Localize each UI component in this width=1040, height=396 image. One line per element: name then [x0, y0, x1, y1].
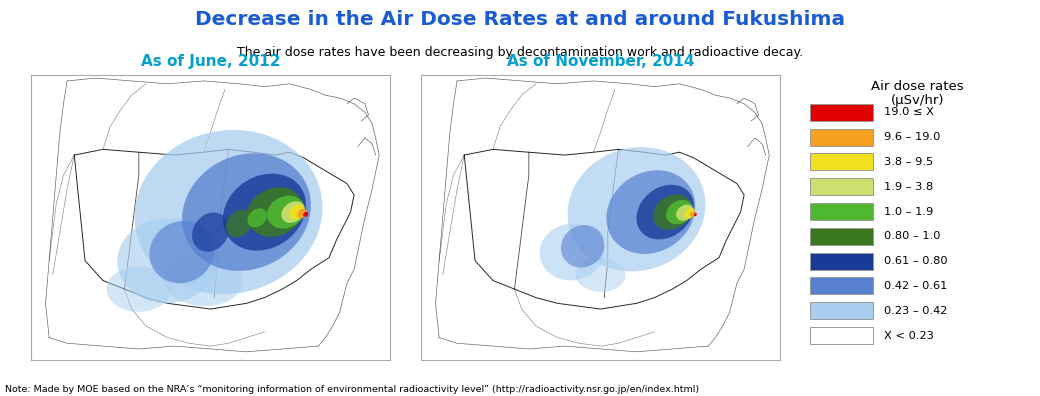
Ellipse shape — [694, 213, 697, 216]
Text: 0.23 – 0.42: 0.23 – 0.42 — [884, 306, 947, 316]
Ellipse shape — [540, 224, 604, 280]
Text: 0.61 – 0.80: 0.61 – 0.80 — [884, 256, 947, 266]
Text: 3.8 – 9.5: 3.8 – 9.5 — [884, 157, 934, 167]
Text: The air dose rates have been decreasing by decontamination work and radioactive : The air dose rates have been decreasing … — [237, 46, 803, 59]
Ellipse shape — [118, 218, 218, 303]
Ellipse shape — [267, 196, 305, 228]
Ellipse shape — [164, 255, 243, 306]
Text: As of June, 2012: As of June, 2012 — [140, 54, 281, 69]
Ellipse shape — [248, 208, 267, 227]
Text: 0.80 – 1.0: 0.80 – 1.0 — [884, 231, 941, 241]
Ellipse shape — [575, 258, 626, 292]
Bar — [810, 277, 874, 295]
Ellipse shape — [246, 187, 304, 237]
Text: 0.42 – 0.61: 0.42 – 0.61 — [884, 281, 947, 291]
Ellipse shape — [606, 170, 696, 254]
Ellipse shape — [134, 130, 322, 294]
Text: Note: Made by MOE based on the NRA’s “monitoring information of environmental ra: Note: Made by MOE based on the NRA’s “mo… — [5, 385, 699, 394]
Ellipse shape — [561, 225, 604, 268]
Bar — [810, 228, 874, 245]
Bar — [810, 129, 874, 146]
Ellipse shape — [223, 173, 306, 251]
Ellipse shape — [282, 201, 305, 223]
Bar — [810, 104, 874, 121]
Text: 19.0 ≤ X: 19.0 ≤ X — [884, 107, 934, 117]
Ellipse shape — [684, 208, 695, 219]
Ellipse shape — [691, 211, 696, 217]
Ellipse shape — [192, 212, 229, 252]
Ellipse shape — [304, 212, 308, 217]
Bar — [810, 153, 874, 170]
Ellipse shape — [636, 185, 694, 240]
Text: Air dose rates: Air dose rates — [872, 80, 964, 93]
Bar — [810, 203, 874, 220]
Text: (μSv/hr): (μSv/hr) — [891, 94, 944, 107]
Ellipse shape — [666, 200, 693, 224]
Ellipse shape — [676, 205, 694, 221]
Text: X < 0.23: X < 0.23 — [884, 331, 934, 341]
Ellipse shape — [182, 153, 311, 271]
Ellipse shape — [289, 205, 305, 219]
Ellipse shape — [568, 147, 705, 271]
Text: Decrease in the Air Dose Rates at and around Fukushima: Decrease in the Air Dose Rates at and ar… — [194, 10, 846, 29]
Text: 1.0 – 1.9: 1.0 – 1.9 — [884, 207, 934, 217]
Text: As of November, 2014: As of November, 2014 — [508, 54, 695, 69]
Ellipse shape — [226, 209, 253, 237]
Ellipse shape — [106, 266, 172, 312]
Text: 9.6 – 19.0: 9.6 – 19.0 — [884, 132, 940, 142]
Bar — [810, 302, 874, 319]
Ellipse shape — [150, 221, 214, 283]
Ellipse shape — [653, 194, 692, 230]
Bar — [810, 327, 874, 344]
Ellipse shape — [297, 209, 307, 218]
Bar — [810, 178, 874, 195]
Bar — [810, 253, 874, 270]
Text: 1.9 – 3.8: 1.9 – 3.8 — [884, 182, 934, 192]
